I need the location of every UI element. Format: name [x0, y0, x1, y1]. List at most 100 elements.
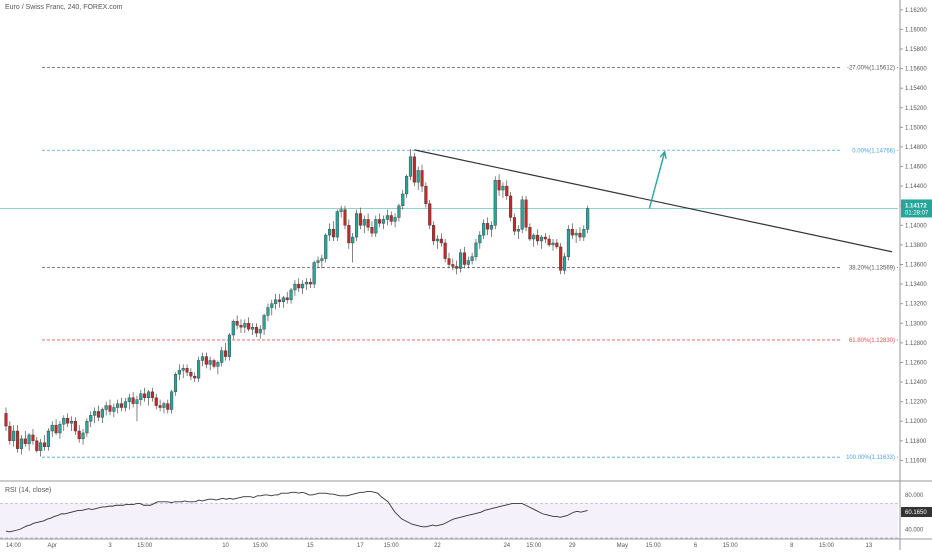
- candle-body: [200, 356, 205, 361]
- price-tick-label: 1.13400: [905, 282, 927, 288]
- candle-body: [393, 217, 397, 222]
- price-tick-label: 1.15800: [905, 47, 927, 53]
- candle-body: [50, 424, 54, 432]
- candle-body: [277, 299, 282, 302]
- time-tick-label: 15:00: [526, 543, 542, 549]
- candle-body: [343, 209, 347, 226]
- candle-body: [127, 397, 131, 402]
- price-tick-label: 1.11800: [905, 439, 927, 445]
- candle-body: [193, 375, 197, 379]
- candle-body: [58, 423, 62, 434]
- fib-label: 61.80%(1.12830): [849, 338, 895, 344]
- fib-label: -27.00%(1.15612): [847, 65, 895, 71]
- candle-body: [528, 227, 532, 240]
- candle-body: [181, 368, 185, 371]
- candle-body: [258, 328, 262, 334]
- resistance-trendline: [414, 149, 893, 253]
- candle-body: [362, 219, 366, 226]
- time-tick-label: 15:00: [819, 543, 835, 549]
- fib-label-bg: [840, 263, 896, 272]
- fib-levels: -27.00%(1.15612) 0.00%(1.14766) 38.20%(1.1…: [0, 63, 898, 462]
- price-tick-label: 1.12200: [905, 400, 927, 406]
- rsi-title: RSI (14, close): [5, 487, 52, 494]
- price-tick-label: 1.13600: [905, 262, 927, 268]
- candle-body: [509, 195, 513, 218]
- candle-body: [281, 297, 285, 302]
- candle-body: [231, 321, 235, 336]
- candle-body: [301, 283, 305, 289]
- candle-body: [54, 424, 58, 434]
- candle-body: [412, 156, 416, 183]
- candle-body: [354, 213, 359, 238]
- candle-body: [112, 407, 116, 412]
- price-tick-label: 1.12600: [905, 360, 927, 366]
- current-price-label: 1.14172: [905, 203, 927, 209]
- candle-body: [455, 266, 459, 269]
- price-axis: 1.16200 1.16000 1.15800 1.15600 1.15400 1.152…: [900, 8, 932, 464]
- candle-body: [139, 393, 143, 400]
- time-tick-label: 15:00: [646, 543, 662, 549]
- candle-body: [108, 405, 112, 412]
- candle-body: [104, 405, 108, 410]
- candle-body: [120, 403, 124, 408]
- candle-body: [96, 411, 101, 418]
- candle-body: [23, 438, 27, 444]
- candle-body: [27, 434, 31, 444]
- candle-body: [243, 323, 247, 328]
- candle-body: [547, 238, 551, 246]
- candle-body: [89, 415, 93, 422]
- candle-body: [293, 283, 297, 291]
- candle-body: [46, 430, 50, 447]
- candles: [4, 148, 590, 457]
- price-tick-label: 1.13200: [905, 302, 927, 308]
- candle-body: [582, 229, 586, 238]
- candle-body: [539, 236, 544, 242]
- candle-body: [559, 246, 563, 271]
- candle-body: [81, 432, 85, 440]
- candle-body: [381, 219, 386, 224]
- candle-body: [270, 303, 274, 308]
- candle-body: [42, 442, 47, 447]
- time-axis: 14:00 Apr 3 15:00 10 15:00 15 17 15:00 22 24 15:00 2…: [6, 543, 873, 549]
- candle-body: [235, 321, 239, 326]
- candle-body: [85, 421, 89, 434]
- price-tick-label: 1.14800: [905, 145, 927, 151]
- projection-arrow-head: [659, 150, 667, 159]
- candle-body: [166, 403, 170, 410]
- time-tick-label: 10: [222, 543, 229, 549]
- candle-body: [524, 199, 528, 228]
- price-tick-label: 1.11600: [905, 458, 927, 464]
- candle-body: [304, 281, 309, 285]
- candle-body: [289, 289, 293, 300]
- candle-body: [150, 391, 154, 398]
- rsi-tick-label: 40.000: [905, 527, 924, 533]
- candle-body: [489, 225, 493, 230]
- candle-body: [512, 217, 517, 232]
- time-tick-label: 8: [790, 543, 794, 549]
- candle-body: [135, 399, 139, 404]
- candle-body: [131, 397, 135, 404]
- candle-body: [39, 442, 43, 451]
- candle-body: [536, 234, 540, 242]
- fib-label-bg: [840, 453, 896, 462]
- price-tick-label: 1.15600: [905, 67, 927, 73]
- candle-body: [432, 225, 436, 242]
- rsi-line: [5, 491, 588, 533]
- fib-label-bg: [840, 63, 896, 72]
- candle-body: [308, 281, 312, 285]
- fib-label-bg: [840, 335, 896, 344]
- candle-body: [351, 236, 355, 244]
- candle-body: [516, 229, 520, 232]
- candle-body: [493, 180, 497, 226]
- candle-body: [77, 430, 81, 440]
- candle-body: [158, 405, 162, 408]
- candle-body: [451, 264, 455, 267]
- candle-body: [474, 242, 478, 257]
- candle-body: [578, 232, 582, 238]
- candle-body: [297, 283, 301, 289]
- candle-body: [505, 185, 509, 197]
- candle-body: [443, 242, 447, 259]
- candle-body: [532, 234, 536, 240]
